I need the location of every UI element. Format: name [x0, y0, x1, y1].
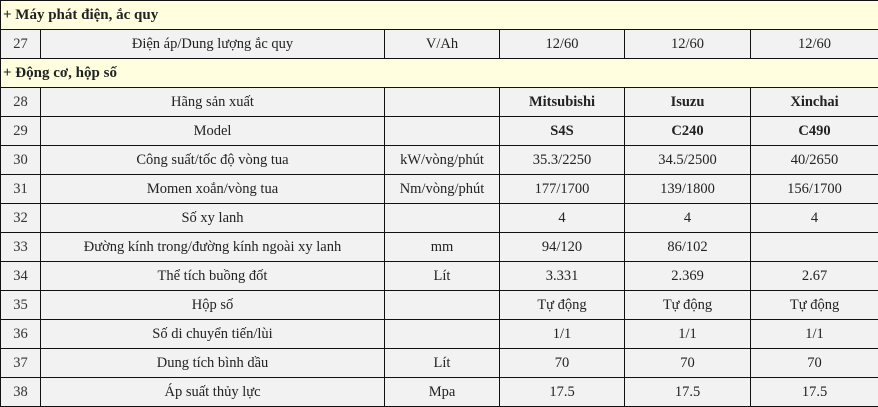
- spec-value: S4S: [499, 116, 625, 146]
- table-row: 36 Số di chuyển tiến/lùi 1/1 1/1 1/1: [0, 319, 878, 349]
- row-number: 37: [0, 348, 41, 378]
- spec-value: 2.369: [624, 261, 751, 291]
- spec-value: 1/1: [624, 319, 751, 349]
- table-row: 38 Áp suất thủy lực Mpa 17.5 17.5 17.5: [0, 377, 878, 407]
- table-row: 34 Thể tích buồng đốt Lít 3.331 2.369 2.67: [0, 261, 878, 291]
- spec-name: Dung tích bình dầu: [40, 348, 385, 378]
- spec-value: 4: [749, 203, 878, 233]
- spec-value: 177/1700: [499, 174, 625, 204]
- row-number: 29: [0, 116, 41, 146]
- spec-unit: Nm/vòng/phút: [384, 174, 500, 204]
- spec-value: [749, 232, 878, 262]
- spec-value: 86/102: [624, 232, 751, 262]
- spec-value: 70: [624, 348, 751, 378]
- spec-value: 156/1700: [749, 174, 878, 204]
- row-number: 27: [0, 29, 41, 59]
- table-row: 29 Model S4S C240 C490: [0, 116, 878, 146]
- spec-value: Mitsubishi: [499, 87, 625, 117]
- spec-unit: V/Ah: [384, 29, 500, 59]
- spec-value: Tự động: [624, 290, 751, 320]
- spec-value: 4: [499, 203, 625, 233]
- row-number: 38: [0, 377, 41, 407]
- spec-unit: Lít: [384, 348, 500, 378]
- spec-name: Hộp số: [40, 290, 385, 320]
- spec-value: 40/2650: [749, 145, 878, 175]
- row-number: 34: [0, 261, 41, 291]
- spec-name: Momen xoắn/vòng tua: [40, 174, 385, 204]
- spec-value: 17.5: [749, 377, 878, 407]
- spec-value: Tự động: [749, 290, 878, 320]
- spec-value: 70: [749, 348, 878, 378]
- section-title: + Máy phát điện, ắc quy: [0, 0, 878, 30]
- spec-name: Áp suất thủy lực: [40, 377, 385, 407]
- spec-name: Thể tích buồng đốt: [40, 261, 385, 291]
- row-number: 32: [0, 203, 41, 233]
- spec-name: Số di chuyển tiến/lùi: [40, 319, 385, 349]
- row-number: 36: [0, 319, 41, 349]
- spec-unit: [384, 319, 500, 349]
- spec-value: 1/1: [749, 319, 878, 349]
- spec-value: 34.5/2500: [624, 145, 751, 175]
- spec-value: C240: [624, 116, 751, 146]
- row-number: 35: [0, 290, 41, 320]
- spec-unit: [384, 87, 500, 117]
- spec-value: 12/60: [749, 29, 878, 59]
- spec-value: 2.67: [749, 261, 878, 291]
- table-row: 31 Momen xoắn/vòng tua Nm/vòng/phút 177/170…: [0, 174, 878, 204]
- row-number: 30: [0, 145, 41, 175]
- spec-unit: Mpa: [384, 377, 500, 407]
- row-number: 33: [0, 232, 41, 262]
- spec-value: 35.3/2250: [499, 145, 625, 175]
- table-row: 35 Hộp số Tự động Tự động Tự động: [0, 290, 878, 320]
- spec-unit: [384, 203, 500, 233]
- table-row: 27 Điện áp/Dung lượng ắc quy V/Ah 12/60 12/6…: [0, 29, 878, 59]
- spec-unit: kW/vòng/phút: [384, 145, 500, 175]
- spec-value: 4: [624, 203, 751, 233]
- spec-name: Công suất/tốc độ vòng tua: [40, 145, 385, 175]
- spec-value: 70: [499, 348, 625, 378]
- spec-unit: Lít: [384, 261, 500, 291]
- spec-value: Tự động: [499, 290, 625, 320]
- spec-value: 94/120: [499, 232, 625, 262]
- row-number: 31: [0, 174, 41, 204]
- spec-value: 1/1: [499, 319, 625, 349]
- table-row: 37 Dung tích bình dầu Lít 70 70 70: [0, 348, 878, 378]
- spec-unit: [384, 116, 500, 146]
- spec-value: 139/1800: [624, 174, 751, 204]
- spec-value: Isuzu: [624, 87, 751, 117]
- spec-name: Hãng sản xuất: [40, 87, 385, 117]
- table-row: 33 Đường kính trong/đường kính ngoài xy l…: [0, 232, 878, 262]
- spec-name: Model: [40, 116, 385, 146]
- spec-value: 17.5: [499, 377, 625, 407]
- spec-name: Số xy lanh: [40, 203, 385, 233]
- spec-value: Xinchai: [749, 87, 878, 117]
- row-number: 28: [0, 87, 41, 117]
- section-header: + Máy phát điện, ắc quy: [0, 0, 878, 30]
- section-title: + Động cơ, hộp số: [0, 58, 878, 88]
- spec-name: Điện áp/Dung lượng ắc quy: [40, 29, 385, 59]
- table-row: 32 Số xy lanh 4 4 4: [0, 203, 878, 233]
- table-row: 30 Công suất/tốc độ vòng tua kW/vòng/phút 3…: [0, 145, 878, 175]
- section-header: + Động cơ, hộp số: [0, 58, 878, 88]
- spec-value: 12/60: [499, 29, 625, 59]
- spec-unit: mm: [384, 232, 500, 262]
- table-row: 28 Hãng sản xuất Mitsubishi Isuzu Xinchai: [0, 87, 878, 117]
- spec-unit: [384, 290, 500, 320]
- spec-value: 12/60: [624, 29, 751, 59]
- spec-value: C490: [749, 116, 878, 146]
- spec-value: 17.5: [624, 377, 751, 407]
- spec-value: 3.331: [499, 261, 625, 291]
- spec-name: Đường kính trong/đường kính ngoài xy lan…: [40, 232, 385, 262]
